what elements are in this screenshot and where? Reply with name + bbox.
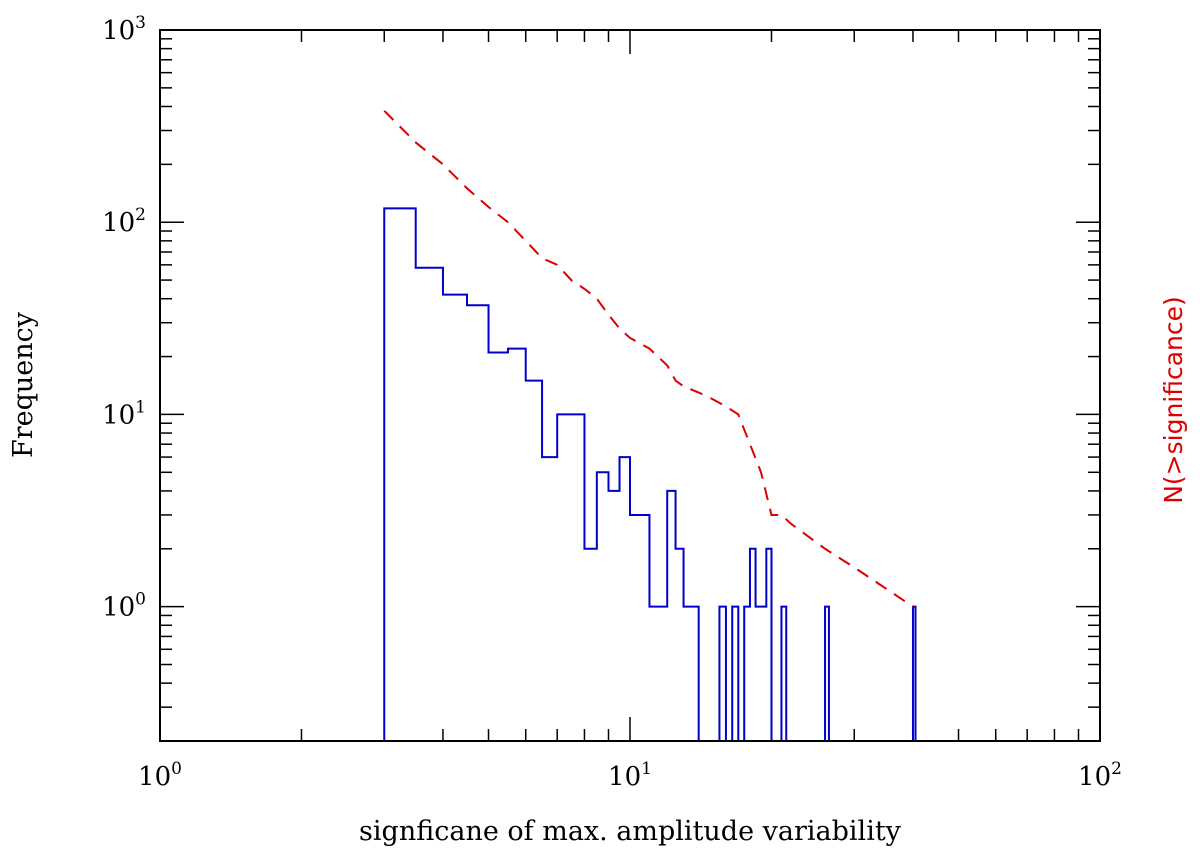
x-tick-label: 102	[1078, 759, 1122, 792]
x-axis-title: signficane of max. amplitude variability	[359, 816, 902, 847]
y-tick-label: 102	[102, 205, 146, 238]
x-tick-label: 100	[138, 759, 182, 792]
tick-labels: 100 101 102 100 101 102 103	[102, 13, 1122, 792]
y-tick-label: 103	[102, 13, 146, 46]
y-tick-label: 100	[102, 590, 146, 623]
y-tick-label: 101	[102, 397, 146, 430]
x-tick-label: 101	[608, 759, 652, 792]
y2-axis-title: N(>significance)	[1159, 296, 1188, 504]
plot-frame	[159, 29, 1101, 742]
cumulative-dashed-line	[383, 110, 914, 608]
y-axis-title: Frequency	[8, 311, 39, 458]
minor-ticks	[160, 30, 1100, 742]
